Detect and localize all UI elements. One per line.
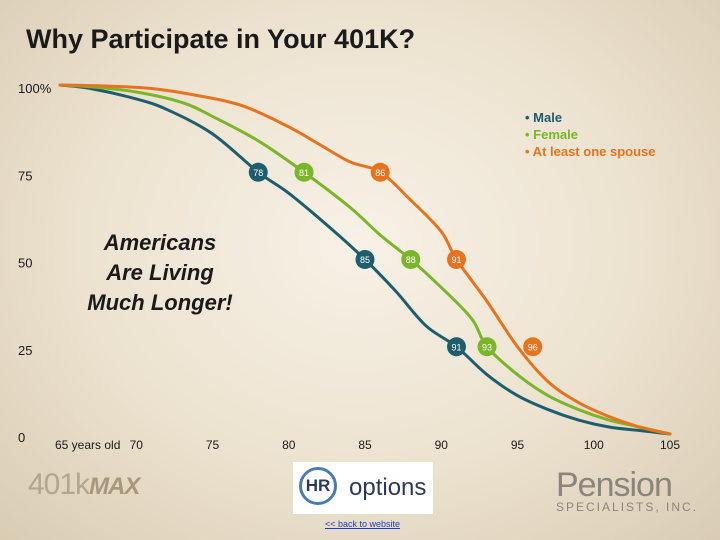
x-tick-label: 105: [660, 438, 680, 452]
logo-hr-options: HR options: [293, 462, 433, 514]
logo-401k-text: 401k: [28, 468, 90, 501]
callout-line-3: Much Longer!: [87, 290, 233, 315]
y-axis-ticks: 100% 75 50 25 0: [18, 81, 52, 445]
marker-at-least-one-spouse: 91: [447, 250, 466, 269]
marker-label: 78: [253, 168, 263, 178]
callout-line-2: Are Living: [106, 260, 214, 285]
series-line-at-least-one-spouse: [58, 83, 672, 436]
legend-item: • Female: [525, 127, 578, 142]
callout-text: Americans Are Living Much Longer!: [60, 228, 260, 318]
marker-male: 78: [248, 162, 268, 182]
y-tick-label: 0: [18, 430, 25, 445]
series-line-male: [58, 83, 672, 436]
series-markers: 78 85 91 81 88 93 86 91 96: [248, 162, 543, 357]
x-tick-label: 65 years old: [55, 438, 120, 452]
y-tick-label: 50: [18, 256, 32, 271]
marker-dot: [355, 250, 375, 269]
marker-dot: [447, 337, 466, 357]
logo-pension-sub: SPECIALISTS, INC.: [556, 500, 699, 514]
x-tick-label: 100: [584, 438, 604, 452]
marker-label: 91: [451, 342, 461, 352]
marker-dot: [477, 337, 497, 357]
x-tick-label: 70: [130, 438, 144, 452]
marker-dot: [523, 337, 543, 357]
marker-dot: [294, 162, 314, 182]
x-tick-label: 90: [435, 438, 449, 452]
marker-male: 91: [447, 337, 466, 357]
marker-label: 93: [482, 342, 492, 352]
y-tick-label: 25: [18, 343, 32, 358]
logo-401kmax: 401kMAX: [28, 468, 140, 502]
marker-at-least-one-spouse: 86: [370, 162, 390, 182]
legend-item: • Male: [525, 110, 563, 125]
marker-label: 96: [528, 342, 538, 352]
callout-line-1: Americans: [103, 230, 217, 255]
y-tick-label: 75: [18, 168, 32, 183]
logo-max-text: MAX: [89, 473, 140, 500]
back-to-website-link[interactable]: << back to website: [325, 519, 401, 529]
marker-dot: [401, 250, 421, 269]
chart-legend: • Male • Female • At least one spouse: [525, 109, 656, 160]
x-tick-label: 80: [282, 438, 296, 452]
hr-options-text: options: [349, 474, 427, 501]
marker-dot: [370, 162, 390, 182]
marker-label: 81: [299, 168, 309, 178]
slide-title: Why Participate in Your 401K?: [26, 24, 416, 54]
hr-circle-icon: HR: [299, 467, 337, 505]
marker-female: 81: [294, 162, 314, 182]
marker-female: 93: [477, 337, 497, 357]
x-axis-ticks: 65 years old 70 75 80 85 90 95 100 105: [55, 438, 680, 452]
legend-item: • At least one spouse: [525, 144, 656, 159]
marker-label: 88: [406, 255, 416, 265]
x-tick-label: 95: [511, 438, 525, 452]
y-tick-label: 100%: [18, 81, 52, 96]
logo-pension: Pension: [556, 466, 673, 504]
marker-male: 85: [355, 250, 375, 269]
marker-at-least-one-spouse: 96: [523, 337, 543, 357]
marker-label: 86: [375, 168, 385, 178]
marker-label: 91: [451, 255, 461, 265]
marker-dot: [248, 162, 268, 182]
x-tick-label: 75: [206, 438, 220, 452]
marker-female: 88: [401, 250, 421, 269]
x-tick-label: 85: [358, 438, 372, 452]
marker-dot: [447, 250, 466, 269]
hr-mark: HR: [305, 476, 331, 495]
marker-label: 85: [360, 255, 370, 265]
